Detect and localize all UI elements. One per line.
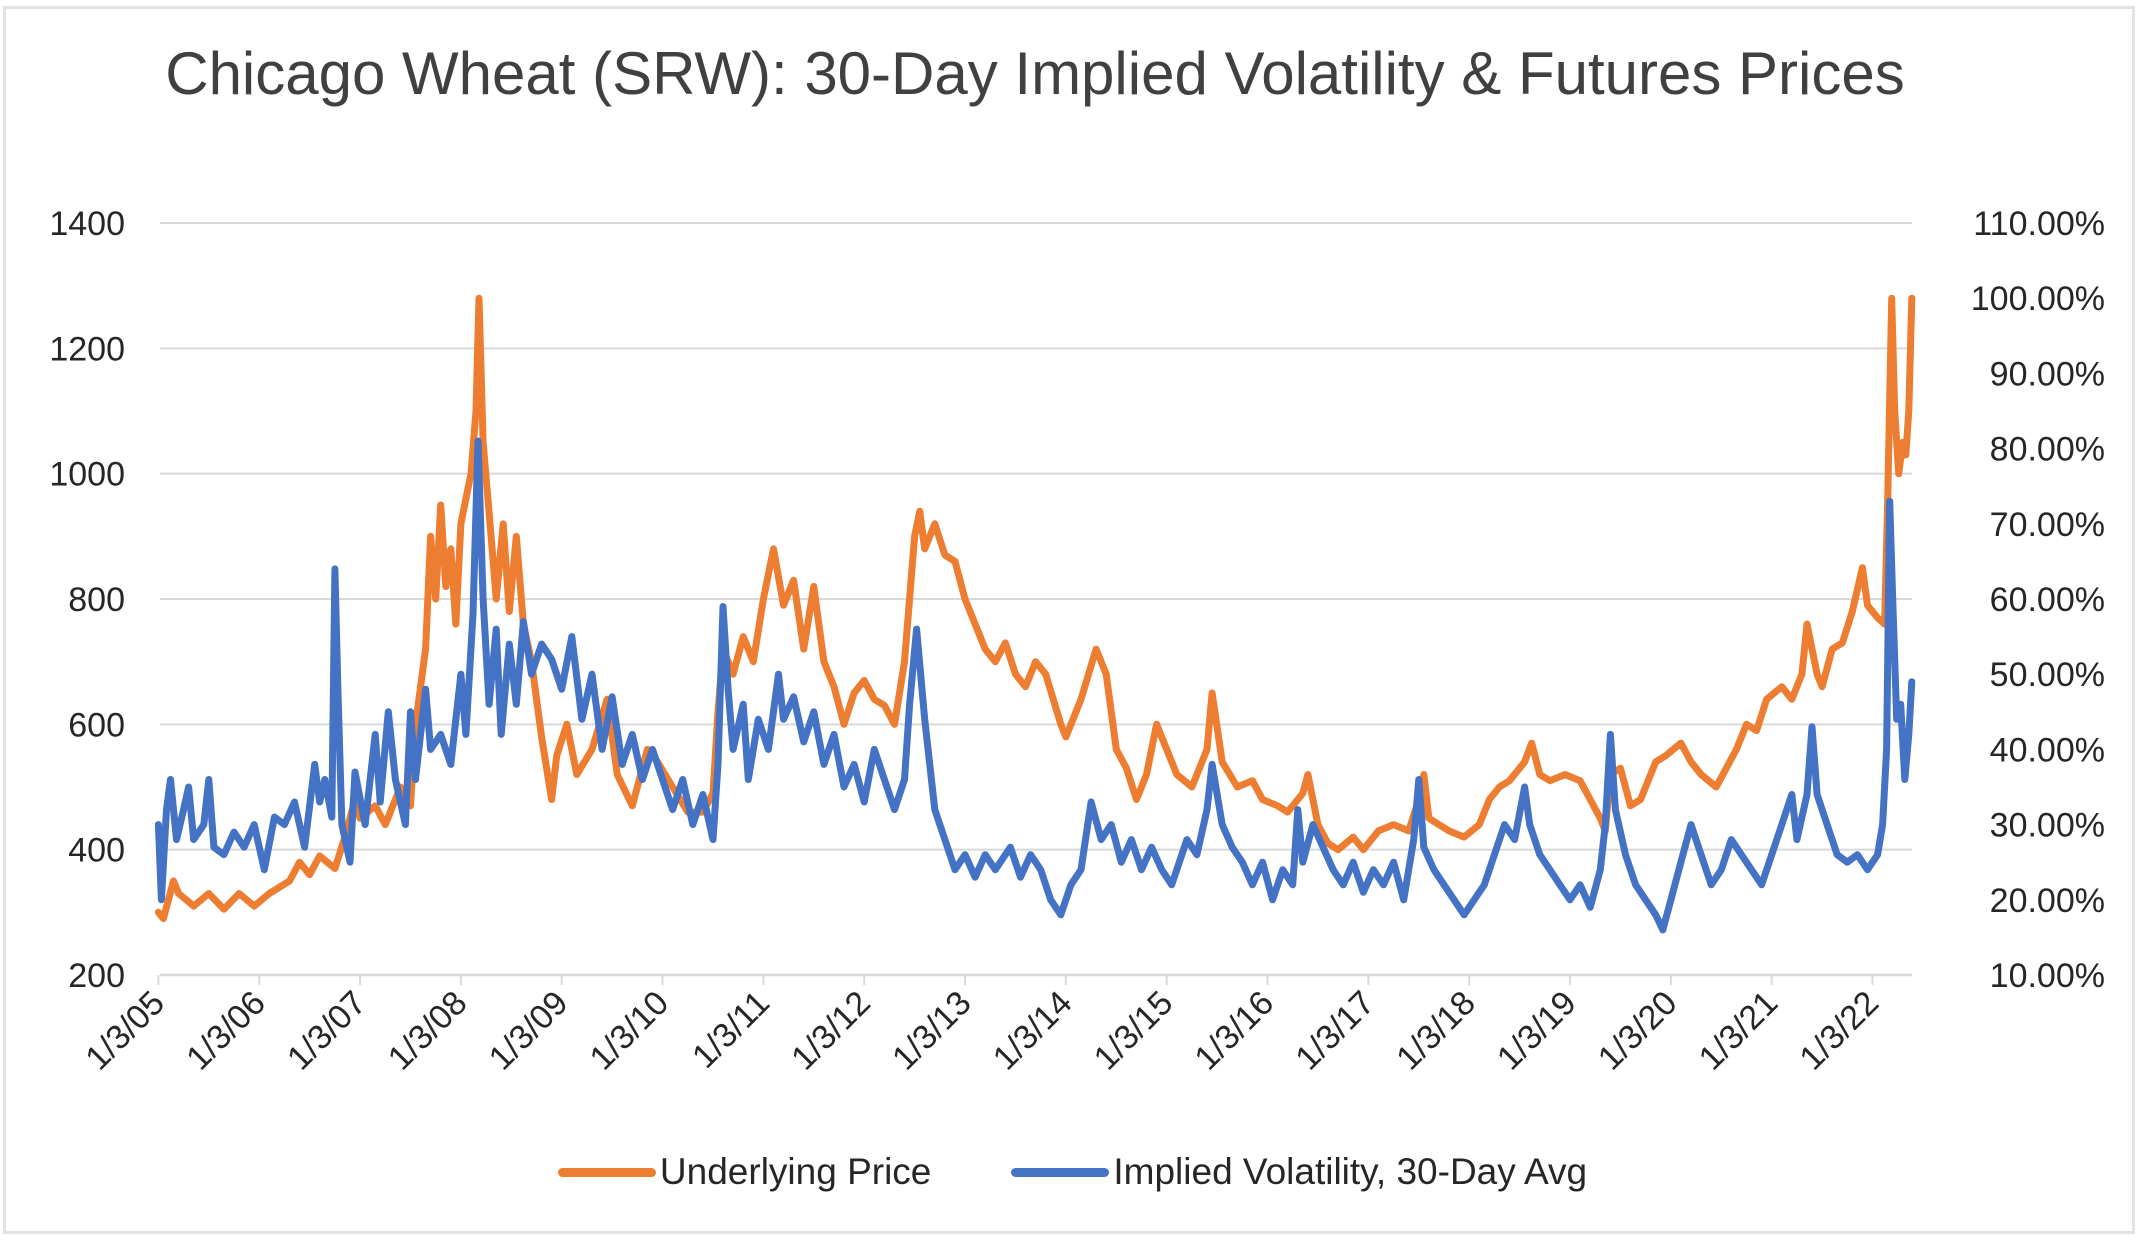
y-right-tick-label: 90.00%: [1990, 355, 2105, 393]
x-tick-label: 1/3/20: [1591, 984, 1685, 1078]
x-tick-label: 1/3/14: [986, 984, 1080, 1078]
y-axis-left: 200 400 600 800 1000 1200 1400: [49, 205, 125, 995]
x-tick-label: 1/3/12: [784, 984, 878, 1078]
x-axis: 1/3/05 1/3/06 1/3/07 1/3/08 1/3/09 1/3/10 1/3/…: [78, 973, 1912, 1078]
gridlines: [160, 222, 1912, 851]
y-right-tick-label: 60.00%: [1990, 581, 2105, 619]
x-tick-label: 1/3/13: [885, 984, 979, 1078]
chart-frame: [3, 6, 2135, 1234]
y-right-tick-label: 80.00%: [1990, 431, 2105, 469]
x-tick-label: 1/3/17: [1288, 984, 1382, 1078]
x-tick-label: 1/3/21: [1692, 984, 1786, 1078]
y-axis-right: 10.00% 20.00% 30.00% 40.00% 50.00% 60.00% 70.0…: [1971, 205, 2105, 995]
y-left-tick-label: 1000: [49, 456, 125, 494]
legend-label: Underlying Price: [659, 1151, 932, 1192]
x-tick-label: 1/3/11: [685, 984, 777, 1076]
y-right-tick-label: 30.00%: [1990, 807, 2105, 845]
series-lines: [154, 294, 1916, 934]
y-right-tick-label: 20.00%: [1990, 882, 2105, 920]
x-tick-label: 1/3/10: [582, 984, 676, 1078]
legend-item-underlying-price[interactable]: Underlying Price: [557, 1151, 932, 1193]
y-left-tick-label: 800: [68, 581, 125, 619]
x-tick-label: 1/3/15: [1087, 984, 1181, 1078]
series-line-underlying-price: [154, 294, 1916, 923]
x-tick-label: 1/3/05: [78, 984, 172, 1078]
y-right-tick-label: 100.00%: [1971, 280, 2105, 318]
x-tick-label: 1/3/18: [1389, 984, 1483, 1078]
legend-swatch-blue-line: [1011, 1167, 1110, 1177]
x-tick-label: 1/3/16: [1187, 984, 1281, 1078]
y-right-tick-label: 50.00%: [1990, 656, 2105, 694]
x-tick-label: 1/3/22: [1792, 984, 1886, 1078]
legend-item-implied-volatility[interactable]: Implied Volatility, 30-Day Avg: [1011, 1151, 1587, 1193]
legend-swatch-orange-line: [557, 1167, 656, 1177]
x-tick-label: 1/3/06: [179, 984, 273, 1078]
legend-label: Implied Volatility, 30-Day Avg: [1113, 1151, 1588, 1192]
x-tick-label: 1/3/19: [1490, 984, 1584, 1078]
x-tick-label: 1/3/09: [482, 984, 576, 1078]
y-left-tick-label: 600: [68, 706, 125, 744]
legend: Underlying Price Implied Volatility, 30-…: [0, 1147, 2145, 1197]
x-tick-label: 1/3/08: [381, 984, 475, 1078]
series-line-implied-volatility: [154, 437, 1916, 934]
y-right-tick-label: 10.00%: [1990, 957, 2105, 995]
y-right-tick-label: 110.00%: [1973, 205, 2105, 243]
y-right-tick-label: 70.00%: [1990, 506, 2105, 544]
y-left-tick-label: 1200: [49, 330, 125, 368]
y-left-tick-label: 1400: [49, 205, 125, 243]
y-right-tick-label: 40.00%: [1990, 731, 2105, 769]
y-left-tick-label: 200: [68, 957, 125, 995]
x-tick-label: 1/3/07: [280, 984, 374, 1078]
chart-title: Chicago Wheat (SRW): 30-Day Implied Vola…: [165, 40, 1905, 107]
y-left-tick-label: 400: [68, 832, 125, 870]
